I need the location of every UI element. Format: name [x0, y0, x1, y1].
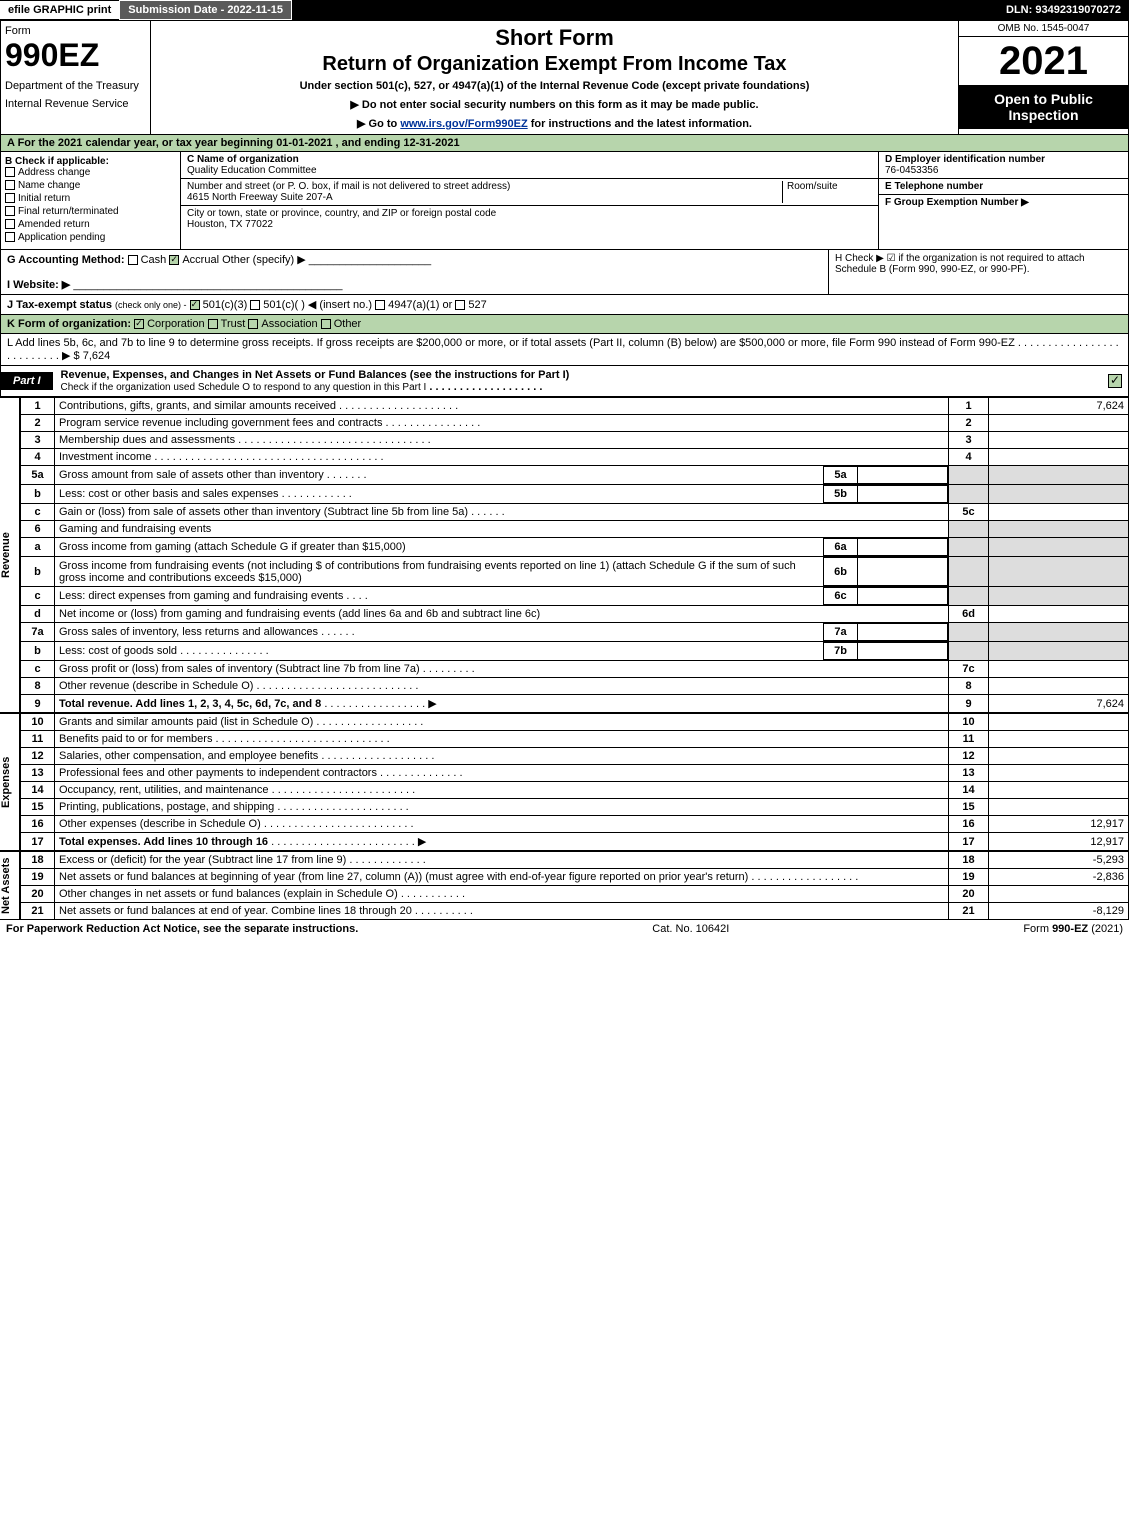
footer-right: Form 990-EZ (2021) [1023, 923, 1123, 935]
chk-cash[interactable] [128, 255, 138, 265]
goto-line: ▶ Go to www.irs.gov/Form990EZ for instru… [159, 117, 950, 130]
chk-501c[interactable] [250, 300, 260, 310]
footer: For Paperwork Reduction Act Notice, see … [0, 920, 1129, 938]
ssn-warning: ▶ Do not enter social security numbers o… [159, 98, 950, 111]
grid-bcd: B Check if applicable: Address change Na… [0, 152, 1129, 250]
chk-amended-return[interactable]: Amended return [5, 219, 176, 230]
amt-19: -2,836 [989, 869, 1129, 886]
tel-label: E Telephone number [885, 181, 983, 192]
form-word: Form [5, 25, 146, 37]
col-c: C Name of organization Quality Education… [181, 152, 878, 249]
submission-date: Submission Date - 2022-11-15 [119, 0, 292, 20]
col-b-label: B Check if applicable: [5, 156, 176, 167]
ein: 76-0453356 [885, 165, 938, 176]
col-b: B Check if applicable: Address change Na… [1, 152, 181, 249]
chk-corp[interactable] [134, 319, 144, 329]
amt-18: -5,293 [989, 852, 1129, 869]
title-return: Return of Organization Exempt From Incom… [159, 53, 950, 76]
netassets-section: Net Assets 18Excess or (deficit) for the… [0, 851, 1129, 920]
name-label: C Name of organization [187, 154, 299, 165]
chk-527[interactable] [455, 300, 465, 310]
org-name: Quality Education Committee [187, 165, 317, 176]
amt-17: 12,917 [989, 833, 1129, 851]
rows-gh: G Accounting Method: Cash Accrual Other … [0, 250, 1129, 295]
footer-left: For Paperwork Reduction Act Notice, see … [6, 923, 358, 935]
chk-trust[interactable] [208, 319, 218, 329]
chk-other-org[interactable] [321, 319, 331, 329]
chk-assoc[interactable] [248, 319, 258, 329]
street: 4615 North Freeway Suite 207-A [187, 192, 333, 203]
city-label: City or town, state or province, country… [187, 208, 496, 219]
dln: DLN: 93492319070272 [998, 1, 1129, 19]
expenses-side: Expenses [0, 713, 20, 851]
grp-label: F Group Exemption Number ▶ [885, 197, 1029, 208]
revenue-table: 1Contributions, gifts, grants, and simil… [20, 397, 1129, 713]
chk-name-change[interactable]: Name change [5, 180, 176, 191]
g-label: G Accounting Method: [7, 254, 125, 266]
form-number: 990EZ [5, 37, 146, 74]
amt-1: 7,624 [989, 398, 1129, 415]
row-l: L Add lines 5b, 6c, and 7b to line 9 to … [0, 334, 1129, 366]
chk-initial-return[interactable]: Initial return [5, 193, 176, 204]
row-j: J Tax-exempt status (check only one) - 5… [0, 295, 1129, 315]
amt-16: 12,917 [989, 816, 1129, 833]
title-short-form: Short Form [159, 25, 950, 51]
chk-final-return[interactable]: Final return/terminated [5, 206, 176, 217]
irs-link[interactable]: www.irs.gov/Form990EZ [400, 118, 527, 130]
chk-501c3[interactable] [190, 300, 200, 310]
i-label: I Website: ▶ [7, 279, 70, 291]
row-k: K Form of organization: Corporation Trus… [0, 315, 1129, 334]
expenses-section: Expenses 10Grants and similar amounts pa… [0, 713, 1129, 851]
netassets-side: Net Assets [0, 851, 20, 920]
street-label: Number and street (or P. O. box, if mail… [187, 181, 510, 192]
dept-irs: Internal Revenue Service [5, 98, 146, 110]
city: Houston, TX 77022 [187, 219, 273, 230]
part1-title: Revenue, Expenses, and Changes in Net As… [53, 366, 1108, 396]
chk-application-pending[interactable]: Application pending [5, 232, 176, 243]
tax-year: 2021 [959, 37, 1128, 85]
efile-label[interactable]: efile GRAPHIC print [0, 1, 119, 19]
under-section: Under section 501(c), 527, or 4947(a)(1)… [159, 80, 950, 92]
footer-mid: Cat. No. 10642I [652, 923, 729, 935]
form-header: Form 990EZ Department of the Treasury In… [0, 20, 1129, 135]
open-inspection: Open to Public Inspection [959, 85, 1128, 129]
netassets-table: 18Excess or (deficit) for the year (Subt… [20, 851, 1129, 920]
section-a: A For the 2021 calendar year, or tax yea… [0, 135, 1129, 152]
amt-21: -8,129 [989, 903, 1129, 920]
ein-label: D Employer identification number [885, 154, 1045, 165]
amt-9: 7,624 [989, 695, 1129, 713]
part1-badge: Part I [1, 372, 53, 390]
col-d: D Employer identification number 76-0453… [878, 152, 1128, 249]
dept-treasury: Department of the Treasury [5, 80, 146, 92]
chk-address-change[interactable]: Address change [5, 167, 176, 178]
expenses-table: 10Grants and similar amounts paid (list … [20, 713, 1129, 851]
part1-check[interactable] [1108, 374, 1122, 388]
h-text: H Check ▶ ☑ if the organization is not r… [828, 250, 1128, 294]
top-bar: efile GRAPHIC print Submission Date - 20… [0, 0, 1129, 20]
revenue-section: Revenue 1Contributions, gifts, grants, a… [0, 397, 1129, 713]
room-label: Room/suite [787, 181, 838, 192]
chk-4947[interactable] [375, 300, 385, 310]
chk-accrual[interactable] [169, 255, 179, 265]
omb-number: OMB No. 1545-0047 [959, 21, 1128, 37]
revenue-side: Revenue [0, 397, 20, 713]
amt-2 [989, 415, 1129, 432]
part1-header: Part I Revenue, Expenses, and Changes in… [0, 366, 1129, 397]
